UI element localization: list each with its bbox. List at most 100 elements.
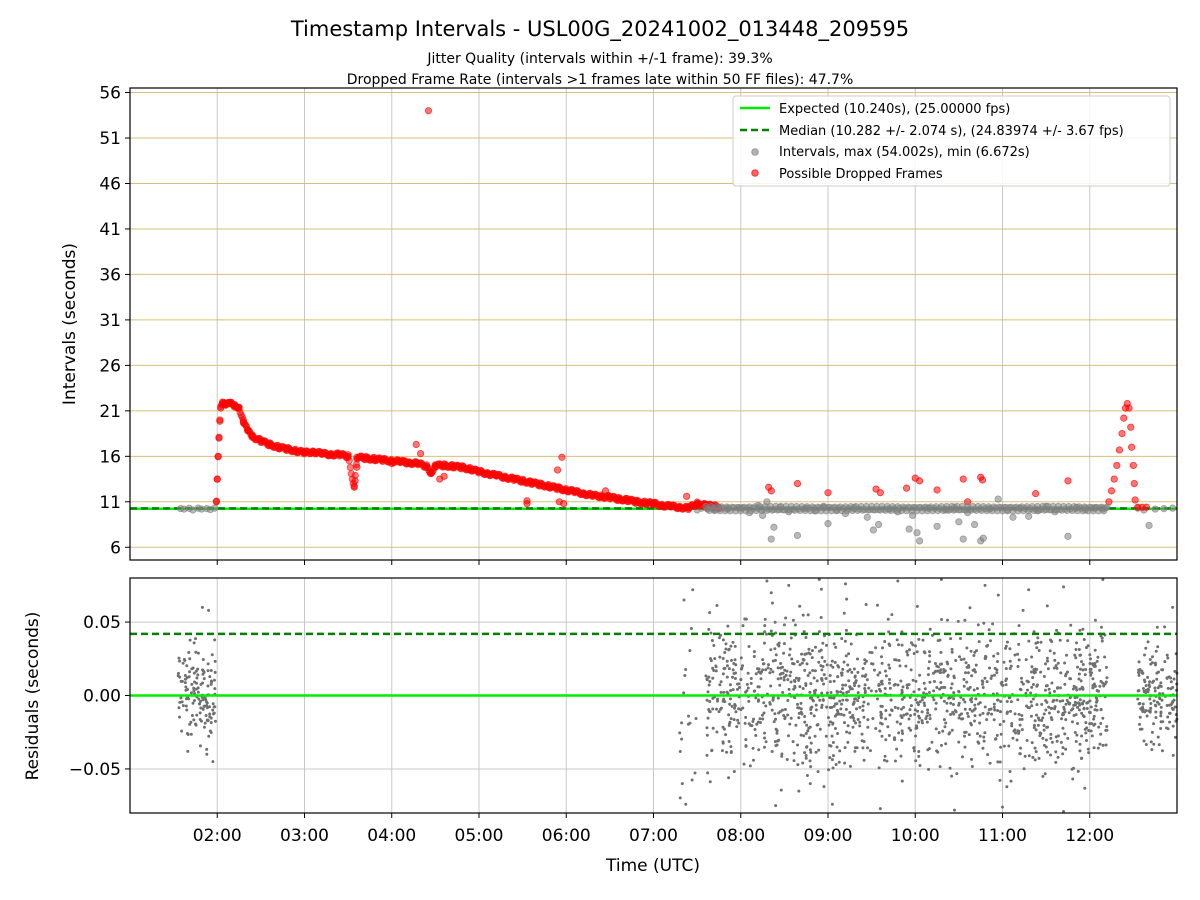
residual-point	[888, 713, 892, 717]
residual-point	[861, 674, 865, 678]
residual-point	[1160, 668, 1164, 672]
residual-point	[791, 740, 795, 744]
residual-point	[944, 742, 948, 746]
residual-point	[936, 639, 940, 643]
residual-point	[708, 611, 712, 615]
residual-point	[774, 804, 778, 808]
residual-point	[892, 683, 896, 687]
residual-point	[1044, 745, 1048, 749]
dropped-frame-point	[346, 463, 354, 471]
residual-point	[915, 650, 919, 654]
residual-point	[1005, 640, 1009, 644]
legend-intervals-swatch	[751, 148, 759, 156]
residual-point	[820, 676, 824, 680]
residual-point	[684, 667, 688, 671]
residual-point	[1056, 710, 1060, 714]
residual-point	[804, 756, 808, 760]
residual-point	[744, 715, 748, 719]
residual-point	[1065, 698, 1069, 702]
residual-point	[793, 623, 797, 627]
residual-point	[861, 704, 865, 708]
residual-point	[1156, 645, 1160, 649]
residual-point	[835, 708, 839, 712]
residual-point	[1019, 676, 1023, 680]
residual-point	[712, 669, 716, 673]
residual-point	[1084, 738, 1088, 742]
residual-point	[1030, 670, 1034, 674]
residual-point	[969, 721, 973, 725]
residual-point	[1081, 714, 1085, 718]
residual-point	[816, 770, 820, 774]
residual-point	[183, 659, 187, 663]
residual-point	[744, 617, 748, 621]
residual-point	[918, 716, 922, 720]
residual-point	[789, 636, 793, 640]
residual-point	[765, 579, 769, 583]
residual-point	[788, 722, 792, 726]
residual-point	[1020, 713, 1024, 717]
residual-point	[213, 705, 217, 709]
residual-point	[1077, 677, 1081, 681]
residual-point	[856, 670, 860, 674]
residual-point	[728, 702, 732, 706]
residual-point	[733, 676, 737, 680]
residual-point	[207, 608, 211, 612]
residual-point	[201, 698, 205, 702]
residual-point	[992, 673, 996, 677]
residual-point	[705, 726, 709, 730]
residual-point	[1020, 728, 1024, 732]
residual-point	[764, 704, 768, 708]
residual-point	[1078, 742, 1082, 746]
residual-point	[1077, 701, 1081, 705]
residual-point	[908, 708, 912, 712]
residual-point	[1055, 739, 1059, 743]
residual-point	[998, 760, 1002, 764]
residual-point	[711, 696, 715, 700]
residual-point	[740, 666, 744, 670]
residual-point	[865, 746, 869, 750]
residual-point	[942, 718, 946, 722]
residual-point	[877, 687, 881, 691]
residual-point	[1080, 701, 1084, 705]
residual-point	[998, 723, 1002, 727]
residual-point	[888, 681, 892, 685]
residual-point	[827, 768, 831, 772]
residual-point	[818, 698, 822, 702]
residual-point	[707, 627, 711, 631]
residual-point	[972, 688, 976, 692]
residual-point	[802, 630, 806, 634]
residual-point	[992, 705, 996, 709]
residual-point	[756, 720, 760, 724]
residual-point	[842, 611, 846, 615]
residual-point	[916, 709, 920, 713]
residual-point	[1157, 702, 1161, 706]
residual-point	[810, 705, 814, 709]
residual-point	[949, 637, 953, 641]
residual-point	[847, 652, 851, 656]
residual-point	[1097, 725, 1101, 729]
residual-point	[210, 653, 214, 657]
residual-point	[1081, 627, 1085, 631]
residual-point	[1032, 723, 1036, 727]
interval-point	[211, 504, 219, 512]
residual-point	[732, 662, 736, 666]
interval-point	[913, 529, 921, 537]
residual-point	[1059, 740, 1063, 744]
residual-point	[917, 637, 921, 641]
residual-point	[939, 696, 943, 700]
residual-point	[1103, 682, 1107, 686]
residual-point	[809, 765, 813, 769]
residual-point	[746, 671, 750, 675]
residual-point	[808, 671, 812, 675]
residual-point	[191, 666, 195, 670]
residual-point	[900, 697, 904, 701]
dropped-frame-point	[876, 489, 884, 497]
residual-point	[762, 701, 766, 705]
residual-point	[207, 705, 211, 709]
residual-point	[707, 707, 711, 711]
dropped-frame-point	[1110, 475, 1118, 483]
interval-point	[1064, 532, 1072, 540]
residual-point	[1032, 668, 1036, 672]
residual-point	[725, 690, 729, 694]
residual-point	[1088, 662, 1092, 666]
